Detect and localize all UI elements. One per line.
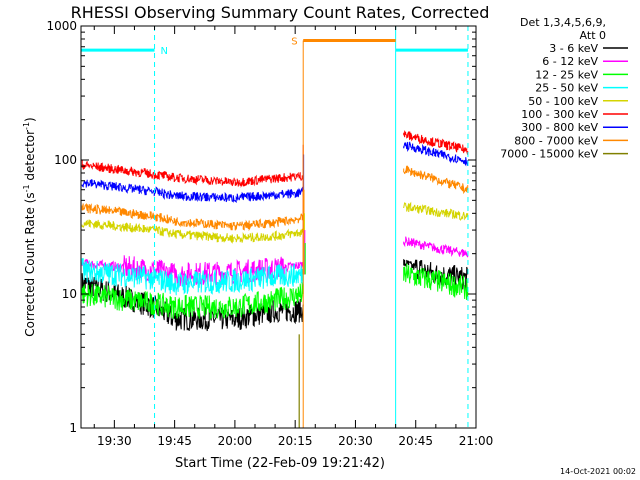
legend-label: 6 - 12 keV [542, 55, 598, 68]
x-tick-label: 20:30 [338, 434, 373, 448]
series-100-300-kev-line [81, 160, 304, 188]
legend-label: 7000 - 15000 keV [500, 148, 598, 161]
series-50-100-kev-line-2 [403, 201, 469, 222]
y-axis-label-end: ) [23, 117, 37, 122]
legend-header: Det 1,3,4,5,6,9, [520, 16, 606, 29]
series-12-25-kev-line [81, 281, 304, 321]
series-25-50-kev-line [81, 258, 304, 296]
x-axis-label: Start Time (22-Feb-09 19:21:42) [175, 456, 385, 471]
legend-label: 800 - 7000 keV [514, 134, 598, 147]
series-100-300-kev-line-2 [403, 130, 469, 155]
series-6-12-kev-line-2 [403, 236, 469, 258]
legend-header: Att 0 [580, 29, 606, 42]
footer-date: 14-Oct-2021 00:02 [560, 467, 636, 476]
legend-label: 100 - 300 keV [521, 108, 598, 121]
y-tick-label: 10 [62, 287, 77, 301]
series-12-25-kev-line-2 [403, 263, 469, 301]
axis-layer: 1 10 100 1000 19:30 19:45 20:00 20:15 20:30 20:45… [46, 19, 493, 448]
y-axis-label-mid: detector [23, 130, 37, 185]
y-tick-label: 100 [54, 153, 77, 167]
legend-label: 25 - 50 keV [535, 82, 598, 95]
x-tick-label: 20:00 [218, 434, 253, 448]
y-tick-label: 1000 [46, 19, 77, 33]
x-tick-label: 20:15 [278, 434, 313, 448]
y-tick-label: 1 [69, 421, 77, 435]
series-800-7000-kev-line-2 [403, 165, 469, 195]
flag-s-label: S [291, 36, 297, 47]
flag-n-label: N [161, 46, 168, 57]
x-tick-label: 20:45 [398, 434, 433, 448]
x-tick-label: 19:45 [157, 434, 192, 448]
y-axis-label-sup2: -1 [22, 122, 31, 130]
y-axis-label-main: Corrected Count Rate (s [23, 192, 37, 336]
chart-title: RHESSI Observing Summary Count Rates, Co… [71, 3, 490, 22]
legend-label: 50 - 100 keV [528, 95, 598, 108]
series-800-7000-kev-line [81, 202, 304, 232]
x-tick-label: 21:00 [459, 434, 494, 448]
series-300-800-kev-line-2 [403, 141, 469, 167]
plot-frame [80, 25, 477, 429]
y-axis-label-sup1: -1 [22, 184, 31, 192]
legend-label: 3 - 6 keV [549, 42, 598, 55]
series-50-100-kev-line [81, 219, 304, 244]
x-tick-label: 19:30 [97, 434, 132, 448]
y-axis-label: Corrected Count Rate (s-1 detector-1) [22, 117, 37, 336]
legend-label: 300 - 800 keV [521, 121, 598, 134]
series-300-800-kev-line [81, 179, 304, 204]
data-layer [81, 130, 469, 428]
legend-label: 12 - 25 keV [535, 68, 598, 81]
